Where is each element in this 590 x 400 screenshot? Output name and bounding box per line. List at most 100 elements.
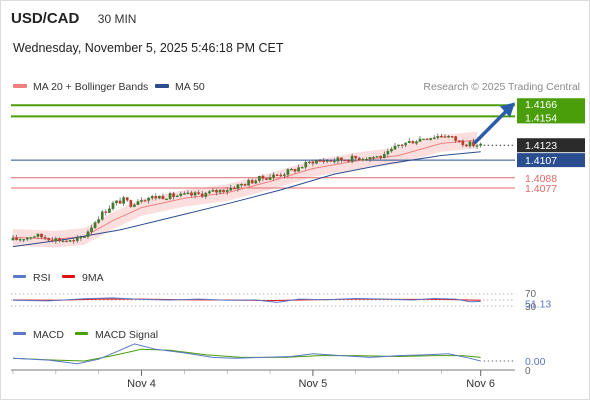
candle-body (108, 208, 111, 213)
candle-body (232, 187, 236, 190)
candle-body (225, 190, 229, 193)
candle-body (158, 196, 161, 199)
candle-body (257, 175, 261, 181)
candle-body (58, 238, 61, 242)
candle-body (432, 137, 436, 139)
ma50-line (12, 151, 481, 248)
candle-body (236, 184, 240, 189)
candle-body (72, 240, 76, 242)
candle-body (143, 200, 147, 202)
candle-body (179, 193, 183, 197)
legend-label-rsi: RSI (33, 272, 51, 284)
legend-swatch-rsi-ma (62, 275, 75, 278)
candle-body (36, 233, 40, 237)
candle-body (340, 157, 343, 161)
price-tag-1.4088: 1.4088 (525, 173, 557, 185)
price-tag-bg-1.4123 (517, 138, 585, 153)
candle-body (250, 180, 254, 184)
candle-body (22, 239, 26, 241)
candle-body (75, 237, 79, 241)
candle-body (386, 150, 390, 155)
candle-body (65, 240, 68, 243)
candle-body (329, 160, 333, 162)
candle-body (357, 157, 361, 161)
candle-body (443, 136, 447, 138)
candle-body (382, 153, 386, 159)
candle-body (79, 236, 83, 239)
candle-body (243, 184, 247, 186)
candle-body (200, 193, 204, 197)
candle-body (282, 174, 286, 176)
candle-body (286, 169, 290, 175)
candle-body (247, 180, 250, 186)
price-tag-1.4077: 1.4077 (525, 183, 557, 195)
candle-body (350, 155, 354, 162)
forecast-arrow-shaft (472, 110, 508, 145)
candle-body (379, 156, 383, 159)
candle-body (461, 140, 465, 146)
macd-signal-line (12, 348, 481, 362)
time-axis-label-Nov 4: Nov 4 (127, 378, 156, 390)
candle-body (104, 211, 108, 213)
candle-body (425, 138, 429, 141)
candle-body (193, 192, 197, 196)
macd-line (12, 343, 481, 365)
candle-body (450, 136, 454, 138)
candle-body (311, 161, 315, 164)
candle-body (211, 190, 215, 192)
candle-body (336, 157, 340, 162)
candle-body (129, 200, 133, 207)
candle-body (90, 227, 93, 232)
candle-body (11, 237, 15, 241)
candle-body (54, 238, 58, 242)
candle-body (186, 192, 190, 194)
candle-body (115, 200, 118, 204)
candle-body (175, 195, 179, 198)
candle-body (272, 174, 275, 178)
candle-body (397, 144, 400, 147)
candle-body (122, 197, 126, 204)
candle-body (404, 142, 408, 146)
candle-body (222, 189, 225, 193)
candle-body (125, 197, 129, 201)
rsi-line (12, 297, 481, 303)
candle-body (315, 160, 318, 164)
candle-body (118, 200, 122, 204)
candle-body (25, 237, 29, 240)
title-row: USD/CAD 30 MIN (11, 10, 136, 28)
legend-label-macd: MACD (33, 329, 64, 341)
candle-body (86, 231, 90, 237)
legend-swatch-rsi (13, 275, 26, 278)
candlesticks (11, 133, 483, 245)
candle-body (393, 145, 397, 150)
candle-body (436, 135, 440, 138)
candle-body (279, 174, 283, 177)
candle-body (361, 158, 365, 161)
interval-label: 30 MIN (97, 12, 137, 26)
candle-body (197, 192, 200, 194)
research-credit: Research © 2025 Trading Central (423, 81, 580, 93)
candle-body (111, 202, 115, 209)
candle-body (447, 136, 450, 138)
candle-body (133, 204, 136, 207)
candle-body (215, 190, 218, 193)
candle-body (468, 141, 472, 147)
candle-body (61, 240, 65, 243)
candle-body (415, 141, 418, 144)
candle-body (50, 240, 54, 242)
candle-body (47, 238, 51, 241)
price-tag-1.4107: 1.4107 (525, 155, 557, 167)
candle-body (240, 184, 243, 186)
candle-body (390, 148, 393, 152)
legend-swatch-ma20 (13, 84, 27, 88)
candle-body (325, 160, 329, 162)
candle-body (97, 219, 101, 223)
rsi-level-label-30: 30 (525, 302, 537, 313)
candle-body (265, 178, 268, 180)
time-axis: Nov 4 Nov 5 Nov 6 (11, 369, 515, 390)
bollinger-band-area (13, 131, 478, 248)
candle-body (154, 196, 158, 199)
candle-body (422, 138, 425, 141)
bollinger-bands (13, 131, 478, 248)
